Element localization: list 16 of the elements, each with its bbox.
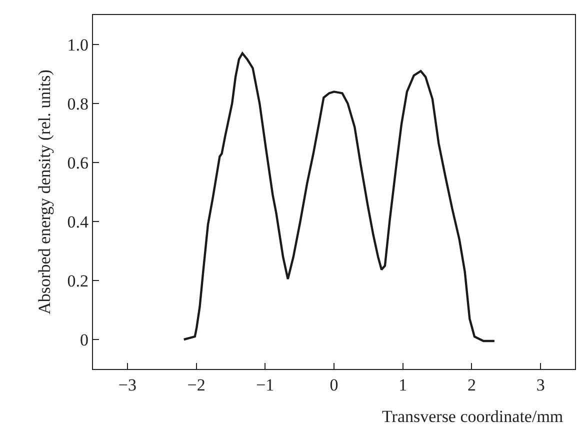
y-tick-label: 0.6	[67, 153, 88, 172]
x-tick-label: 2	[467, 376, 476, 395]
y-tick-label: 0.8	[67, 94, 88, 114]
y-tick-label: 1.0	[67, 35, 88, 54]
x-tick-label: −1	[256, 376, 274, 395]
x-tick-label: −3	[118, 376, 136, 395]
x-tick-label: −2	[187, 376, 206, 395]
x-axis-title: Transverse coordinate/mm	[382, 407, 564, 426]
x-tick-label: 0	[330, 376, 338, 395]
line-series	[182, 52, 496, 342]
y-axis-title: Absorbed energy density (rel. units)	[34, 70, 54, 314]
x-tick-label: 1	[398, 376, 408, 395]
y-tick-label: 0.2	[67, 271, 88, 290]
x-tick-label: 3	[536, 376, 545, 395]
y-tick-label: 0.4	[67, 212, 89, 232]
y-tick-label: 0	[80, 330, 88, 350]
